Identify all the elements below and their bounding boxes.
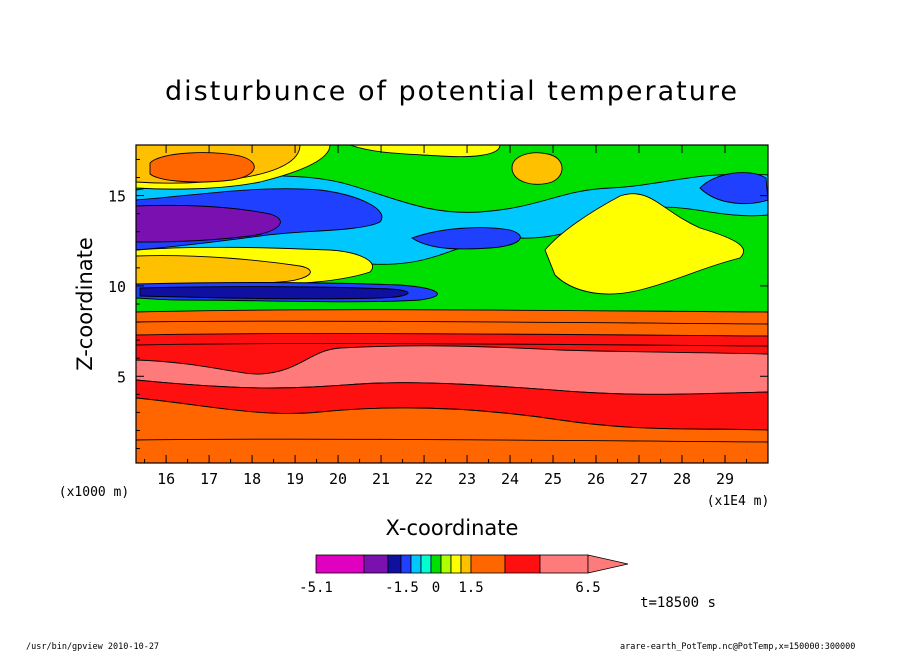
colorbar-label: 1.5: [458, 580, 483, 596]
colorbar-segment: [363, 554, 389, 574]
x-tick-label: 23: [458, 470, 476, 488]
x-tick-label: 29: [716, 470, 734, 488]
contour-field: [136, 145, 768, 463]
colorbar-label: -1.5: [385, 580, 419, 596]
colorbar-extension: [587, 554, 629, 574]
y-axis: 5 10 15: [108, 158, 768, 450]
y-tick-label: 10: [108, 278, 126, 296]
colorbar-label: 6.5: [575, 580, 600, 596]
x-tick-label: 18: [243, 470, 261, 488]
x-tick-label: 24: [501, 470, 519, 488]
x-tick-label: 20: [329, 470, 347, 488]
colorbar-segment: [440, 554, 452, 574]
y-tick-label: 5: [117, 368, 126, 386]
colorbar-label: 0: [432, 580, 440, 596]
colorbar-segment: [387, 554, 402, 574]
x-tick-label: 25: [544, 470, 562, 488]
x-tick-label: 16: [157, 470, 175, 488]
colorbar-segment: [315, 554, 365, 574]
colorbar-segment: [504, 554, 541, 574]
region-yellow-top-mid: [349, 145, 501, 158]
x-axis-label: X-coordinate: [386, 516, 519, 540]
colorbar-segment: [450, 554, 462, 574]
y-axis-label: Z-coordinate: [73, 237, 97, 371]
colorbar-segment: [460, 554, 472, 574]
x-tick-label: 17: [200, 470, 218, 488]
region-yellow-right: [544, 193, 745, 295]
chart-title: disturbunce of potential temperature: [165, 76, 739, 107]
region-orange-top-mid: [511, 152, 563, 185]
footer-right: arare-earth_PotTemp.nc@PotTemp,x=150000:…: [620, 642, 856, 652]
colorbar-segment: [430, 554, 442, 574]
region-orange-core: [149, 152, 255, 183]
colorbar-labels: -5.1 -1.5 0 1.5 6.5: [299, 580, 601, 596]
colorbar-segment: [420, 554, 432, 574]
x-unit-left: (x1000 m): [59, 485, 129, 500]
x-tick-label: 22: [415, 470, 433, 488]
layer-orange-bottom: [136, 397, 768, 463]
region-blue-right: [699, 172, 768, 205]
footer-left: /usr/bin/gpview 2010-10-27: [26, 642, 160, 652]
x-unit-right: (x1E4 m): [707, 494, 770, 509]
y-tick-label: 15: [108, 188, 126, 206]
colorbar-segment: [410, 554, 422, 574]
time-label: t=18500 s: [640, 595, 716, 611]
colorbar-label: -5.1: [299, 580, 333, 596]
colorbar-segment: [470, 554, 506, 574]
colorbar: [315, 554, 629, 574]
colorbar-segment: [539, 554, 589, 574]
x-tick-label: 28: [673, 470, 691, 488]
x-tick-label: 19: [286, 470, 304, 488]
x-axis: 16 17 18 19 20 21 22 23 24 25 26 27 28 29: [144, 145, 748, 488]
x-tick-label: 21: [372, 470, 390, 488]
region-purple-upper: [136, 204, 281, 243]
x-tick-label: 27: [630, 470, 648, 488]
region-blue-mid: [411, 227, 521, 250]
x-tick-label: 26: [587, 470, 605, 488]
region-navy-band: [139, 286, 409, 300]
colorbar-segment: [400, 554, 412, 574]
